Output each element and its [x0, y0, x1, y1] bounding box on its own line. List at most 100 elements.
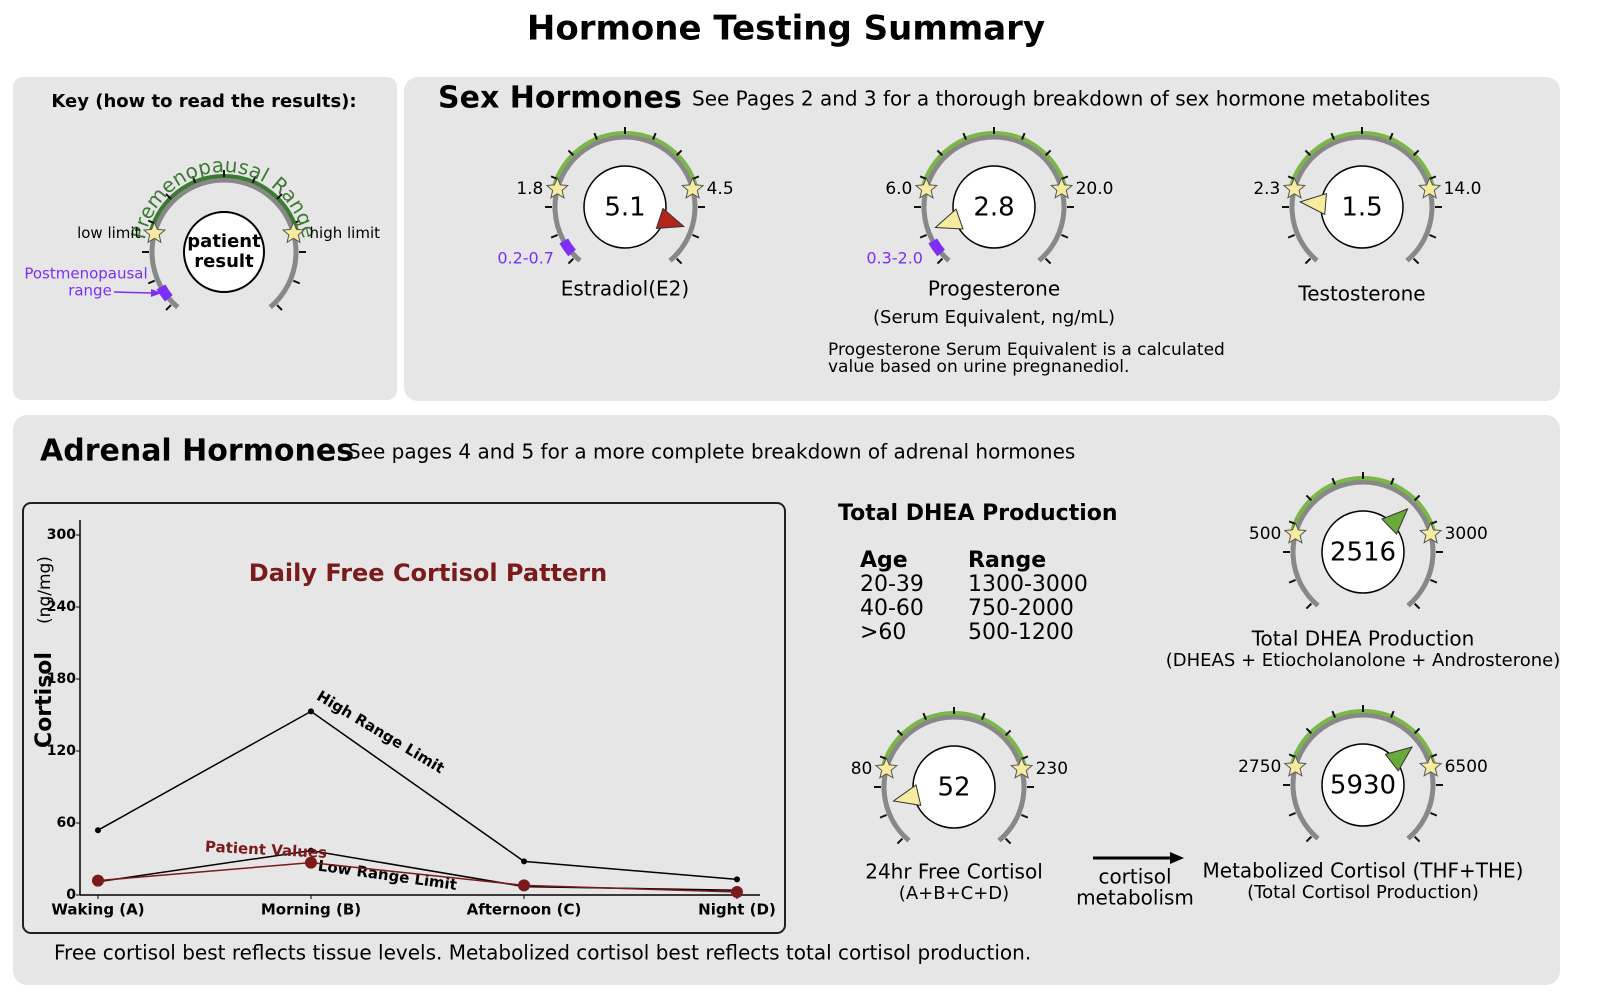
data-point — [95, 827, 101, 834]
y-label: Cortisol — [32, 652, 57, 748]
data-point — [92, 874, 104, 887]
gauge-ring — [921, 134, 1067, 263]
gauge-tick — [1429, 175, 1437, 180]
y-tick-label: 60 — [57, 815, 77, 831]
gauge-tick — [1044, 257, 1052, 265]
gauge-tick — [550, 175, 558, 180]
gauge-tick — [1390, 710, 1395, 718]
limit-star — [142, 221, 167, 244]
data-point — [734, 876, 740, 883]
gauge-tick — [1305, 727, 1313, 735]
data-point — [305, 856, 317, 869]
gauge-tick — [1430, 812, 1438, 817]
gauge-tick — [251, 175, 257, 184]
high-limit-label: 3000 — [1445, 524, 1488, 544]
gauge-value: 1.5 — [1341, 193, 1382, 223]
gauge-value: 5930 — [1330, 771, 1396, 801]
gauge-tick — [1304, 257, 1312, 265]
gauge-tick — [675, 149, 683, 157]
low-limit-label: 6.0 — [885, 179, 912, 199]
gauge-tick — [292, 279, 301, 285]
post-label: Postmenopausal — [24, 265, 147, 283]
gauge-tick — [1288, 579, 1296, 584]
gauge-ring — [1289, 134, 1435, 263]
low-limit-label: 2750 — [1238, 757, 1281, 777]
high-limit-star — [1418, 754, 1443, 777]
post-arrow — [113, 291, 153, 294]
gauge-tick — [1429, 234, 1437, 239]
low-limit-star — [545, 176, 570, 199]
high-limit-star — [1009, 756, 1034, 779]
gauge-tick — [675, 257, 683, 265]
post-arrow-head — [151, 289, 162, 297]
gauge-tick — [191, 175, 197, 184]
gauge-tick — [567, 149, 575, 157]
table-header: Range — [968, 548, 1046, 573]
gauge-tick — [896, 729, 904, 737]
gauge-tick — [1004, 729, 1012, 737]
value-circle — [1321, 743, 1405, 827]
x-tick-label: Waking (A) — [51, 901, 144, 919]
gauge-tick — [1061, 175, 1069, 180]
section-title: Adrenal Hormones — [40, 434, 354, 469]
gauge-tick — [879, 814, 887, 819]
gauge-tick — [165, 193, 172, 200]
table-title: Total DHEA Production — [838, 501, 1118, 526]
high-limit-label: 6500 — [1445, 757, 1488, 777]
gauge-tick — [1390, 477, 1395, 485]
gauge-tick — [919, 234, 927, 239]
gauge-value: 5.1 — [604, 193, 645, 223]
gauge-tick — [1330, 132, 1335, 140]
x-tick-label: Morning (B) — [261, 901, 361, 919]
value-pointer — [1384, 746, 1414, 772]
table-header: Age — [860, 548, 908, 573]
low-limit-star — [1283, 754, 1308, 777]
table-cell: 1300-3000 — [968, 572, 1088, 597]
y-tick-label: 120 — [47, 743, 76, 759]
high-limit-star — [1417, 176, 1442, 199]
gauge-tick — [1412, 257, 1420, 265]
high-limit-star — [1049, 176, 1074, 199]
gauge-tick — [692, 175, 700, 180]
gauge-tick — [567, 257, 575, 265]
high-limit-label: 230 — [1036, 759, 1068, 779]
gauge-tick — [1413, 835, 1421, 843]
gauge-tick — [962, 132, 967, 140]
gauge-tick — [1305, 602, 1313, 610]
gauge-tick — [292, 219, 301, 225]
value-circle — [583, 165, 667, 249]
gauge-tick — [1288, 520, 1296, 525]
value-pointer — [1298, 192, 1328, 216]
gauge-tick — [1430, 520, 1438, 525]
high-label: high limit — [310, 224, 381, 242]
series-line — [97, 861, 738, 893]
gauge-unit: (Serum Equivalent, ng/mL) — [873, 307, 1115, 328]
arrow-label: metabolism — [1076, 886, 1194, 910]
table-cell: 500-1200 — [968, 620, 1074, 645]
low-limit-label: 500 — [1249, 524, 1281, 544]
post-range-label: 0.3-2.0 — [866, 249, 923, 268]
section-subtitle: See pages 4 and 5 for a more complete br… — [348, 440, 1075, 464]
arrow-head — [1170, 852, 1184, 864]
value-pointer — [892, 784, 922, 807]
gauge-tick — [1389, 132, 1394, 140]
y-tick-label: 300 — [47, 527, 76, 543]
low-limit-label: 80 — [851, 759, 873, 779]
gauge-tick — [1287, 234, 1295, 239]
y-tick-label: 180 — [47, 671, 76, 687]
value-circle — [1321, 510, 1405, 594]
note: value based on urine pregnanediol. — [828, 357, 1129, 377]
gauge-tick — [147, 219, 156, 225]
gauge-tick — [1004, 837, 1012, 845]
high-limit-label: 14.0 — [1444, 179, 1482, 199]
high-limit-label: 20.0 — [1076, 179, 1114, 199]
data-point — [518, 879, 530, 892]
gauge-tick — [276, 193, 283, 200]
data-point — [308, 847, 314, 854]
table-cell: 750-2000 — [968, 596, 1074, 621]
gauge-tick — [1413, 602, 1421, 610]
gauge-tick — [1430, 753, 1438, 758]
gauge-tick — [1413, 727, 1421, 735]
gauge-sub: (DHEAS + Etiocholanolone + Androsterone) — [1166, 650, 1561, 671]
